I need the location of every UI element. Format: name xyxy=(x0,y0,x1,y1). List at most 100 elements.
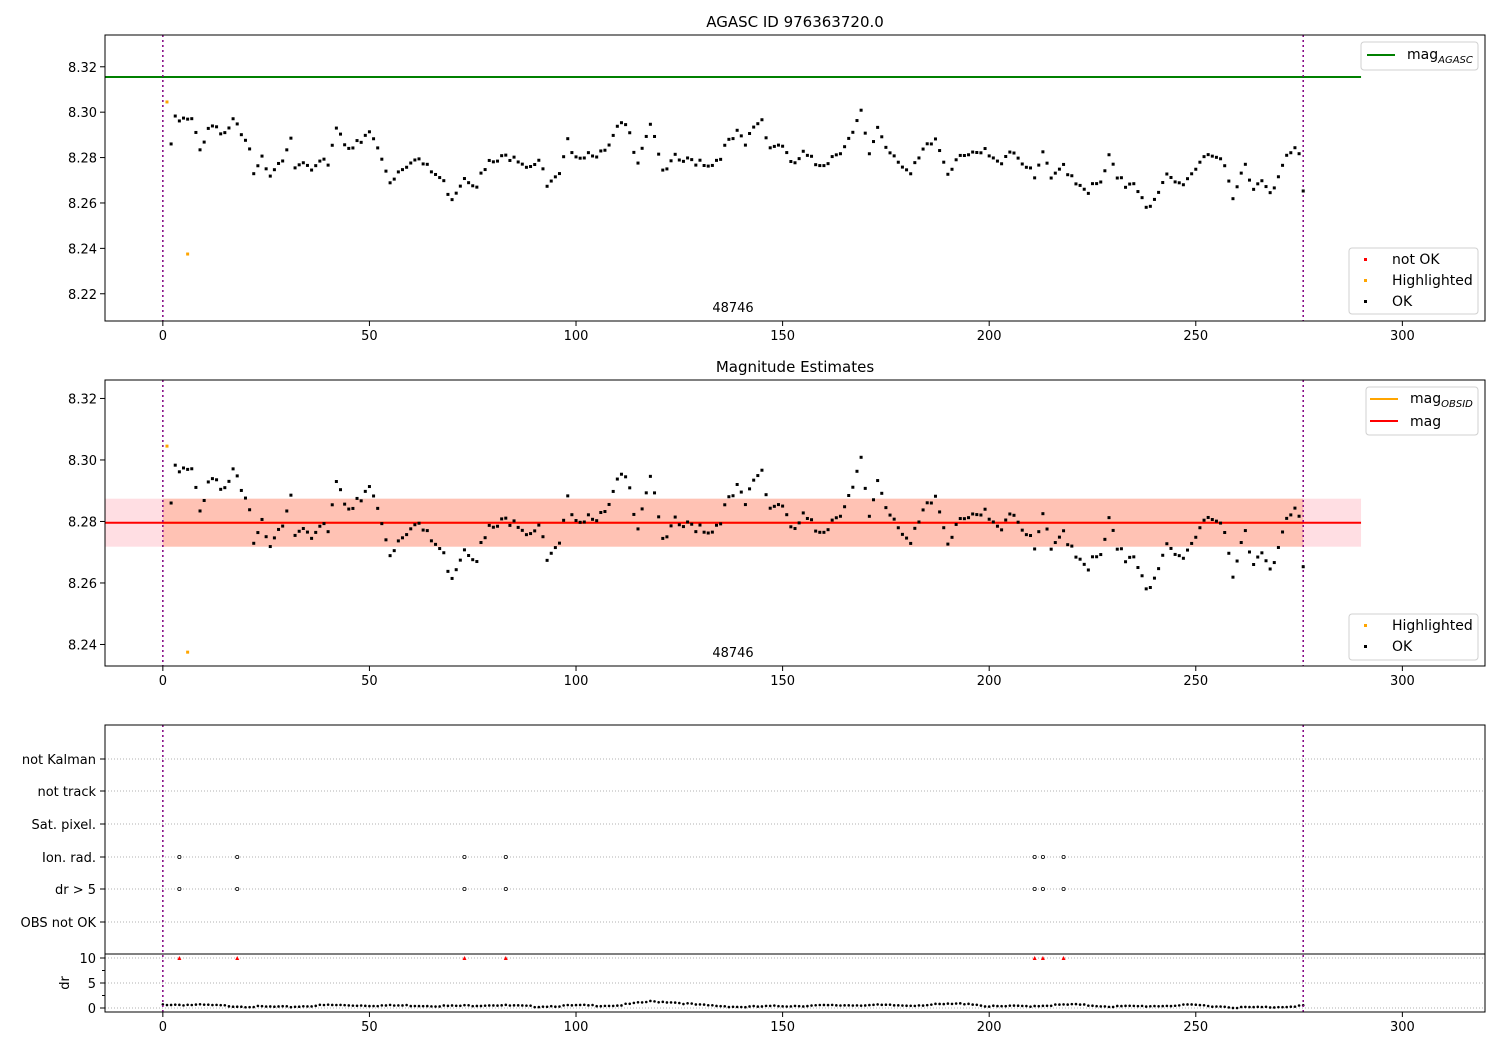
ok-point xyxy=(516,525,520,529)
dr-point xyxy=(1277,1005,1280,1009)
dr-point xyxy=(223,1003,227,1007)
dr-point xyxy=(793,1004,797,1008)
dr-point xyxy=(1070,1002,1074,1006)
ok-point xyxy=(413,523,417,527)
dr-point xyxy=(355,1004,359,1008)
ok-point xyxy=(479,171,483,175)
ok-point xyxy=(991,520,995,524)
ok-point xyxy=(1037,530,1041,534)
dr-point xyxy=(1219,1005,1222,1008)
y-tick-label-4: 8.32 xyxy=(68,392,97,407)
dr-point xyxy=(562,1004,565,1007)
dr-point xyxy=(339,1003,342,1007)
ok-point xyxy=(1128,182,1132,186)
ok-point xyxy=(1268,191,1272,195)
dr-point xyxy=(178,1003,181,1007)
ok-point xyxy=(958,153,962,157)
dr-point xyxy=(273,1005,276,1008)
dr-point xyxy=(640,1001,644,1004)
ok-point xyxy=(925,501,929,505)
ok-point xyxy=(776,503,780,507)
dr-point xyxy=(694,1003,698,1006)
ok-point xyxy=(954,522,958,526)
dr-point xyxy=(508,1004,512,1007)
dr-point xyxy=(1153,1004,1156,1008)
ok-point xyxy=(900,532,904,536)
dr-point xyxy=(1272,1006,1276,1009)
ok-point xyxy=(400,536,404,540)
ok-point xyxy=(1140,574,1144,578)
dr-point xyxy=(256,1004,260,1008)
ok-point xyxy=(942,526,946,530)
dr-point xyxy=(487,1004,491,1007)
flag-point xyxy=(235,855,240,860)
ok-point xyxy=(743,143,747,147)
ok-point xyxy=(545,184,549,188)
ok-point xyxy=(1194,535,1198,539)
dr-point xyxy=(636,1000,640,1004)
dr-point xyxy=(368,1004,371,1008)
ok-point xyxy=(210,477,214,481)
ok-point xyxy=(417,157,421,161)
ok-point xyxy=(1214,519,1218,523)
magnitude-estimates-panel: Magnitude Estimates 8.24 8.26 8.28 8.30 8.32… xyxy=(68,358,1486,689)
dr-point xyxy=(392,1004,396,1007)
dr-point xyxy=(533,1005,537,1009)
dr-point xyxy=(702,1003,706,1006)
legend2-ok-marker xyxy=(1364,645,1367,648)
ok-point xyxy=(1252,563,1256,567)
ok-point xyxy=(1293,146,1297,150)
ok-point xyxy=(967,516,971,520)
dr-point xyxy=(1008,1004,1012,1007)
dr-point xyxy=(566,1003,570,1007)
ok-point xyxy=(1000,528,1004,532)
ok-point xyxy=(491,160,495,164)
ok-point xyxy=(1186,548,1190,552)
ok-point xyxy=(909,541,913,545)
dr-point xyxy=(582,1003,586,1007)
legend-mag-agasc-label: magAGASC xyxy=(1407,47,1473,66)
ok-point xyxy=(657,152,661,156)
ok-point xyxy=(586,513,590,517)
ok-point xyxy=(475,185,479,189)
ok-point xyxy=(1190,172,1194,176)
panel2-title: Magnitude Estimates xyxy=(716,358,874,376)
ok-point xyxy=(950,535,954,539)
dr-point xyxy=(173,1003,177,1006)
dr-point xyxy=(1128,1004,1131,1008)
dr-point xyxy=(1004,1004,1008,1008)
dr-point xyxy=(248,1005,251,1009)
ok-point xyxy=(1000,162,1004,166)
ok-point xyxy=(219,487,223,491)
ok-point xyxy=(177,470,181,474)
ok-point xyxy=(566,137,570,141)
ok-point xyxy=(1181,556,1185,560)
ok-point xyxy=(454,568,458,572)
dr-point xyxy=(405,1003,408,1007)
ok-point xyxy=(768,146,772,150)
ok-point xyxy=(376,146,380,150)
ok-point xyxy=(496,524,500,528)
ok-point xyxy=(1243,529,1247,533)
ok-point xyxy=(1095,182,1099,186)
ok-point xyxy=(632,150,636,154)
ok-point xyxy=(789,160,793,164)
ok-point xyxy=(785,513,789,517)
dr-point xyxy=(975,1003,979,1007)
ok-point xyxy=(1243,162,1247,166)
ok-point xyxy=(252,541,256,545)
legend-notok-marker xyxy=(1364,258,1367,261)
y-tick-label-0: 8.24 xyxy=(68,638,97,653)
ok-point xyxy=(591,517,595,521)
ok-point xyxy=(541,535,545,539)
flag-point xyxy=(462,855,467,860)
ok-point xyxy=(1111,162,1115,166)
ok-point xyxy=(719,157,723,161)
dr-point xyxy=(1190,1003,1193,1006)
dr-point xyxy=(880,1003,884,1007)
ok-point xyxy=(446,569,450,573)
ok-point xyxy=(367,130,371,134)
x-tick-label-300: 300 xyxy=(1390,1020,1415,1035)
ok-point xyxy=(619,472,623,476)
dr-point xyxy=(1248,1005,1251,1009)
